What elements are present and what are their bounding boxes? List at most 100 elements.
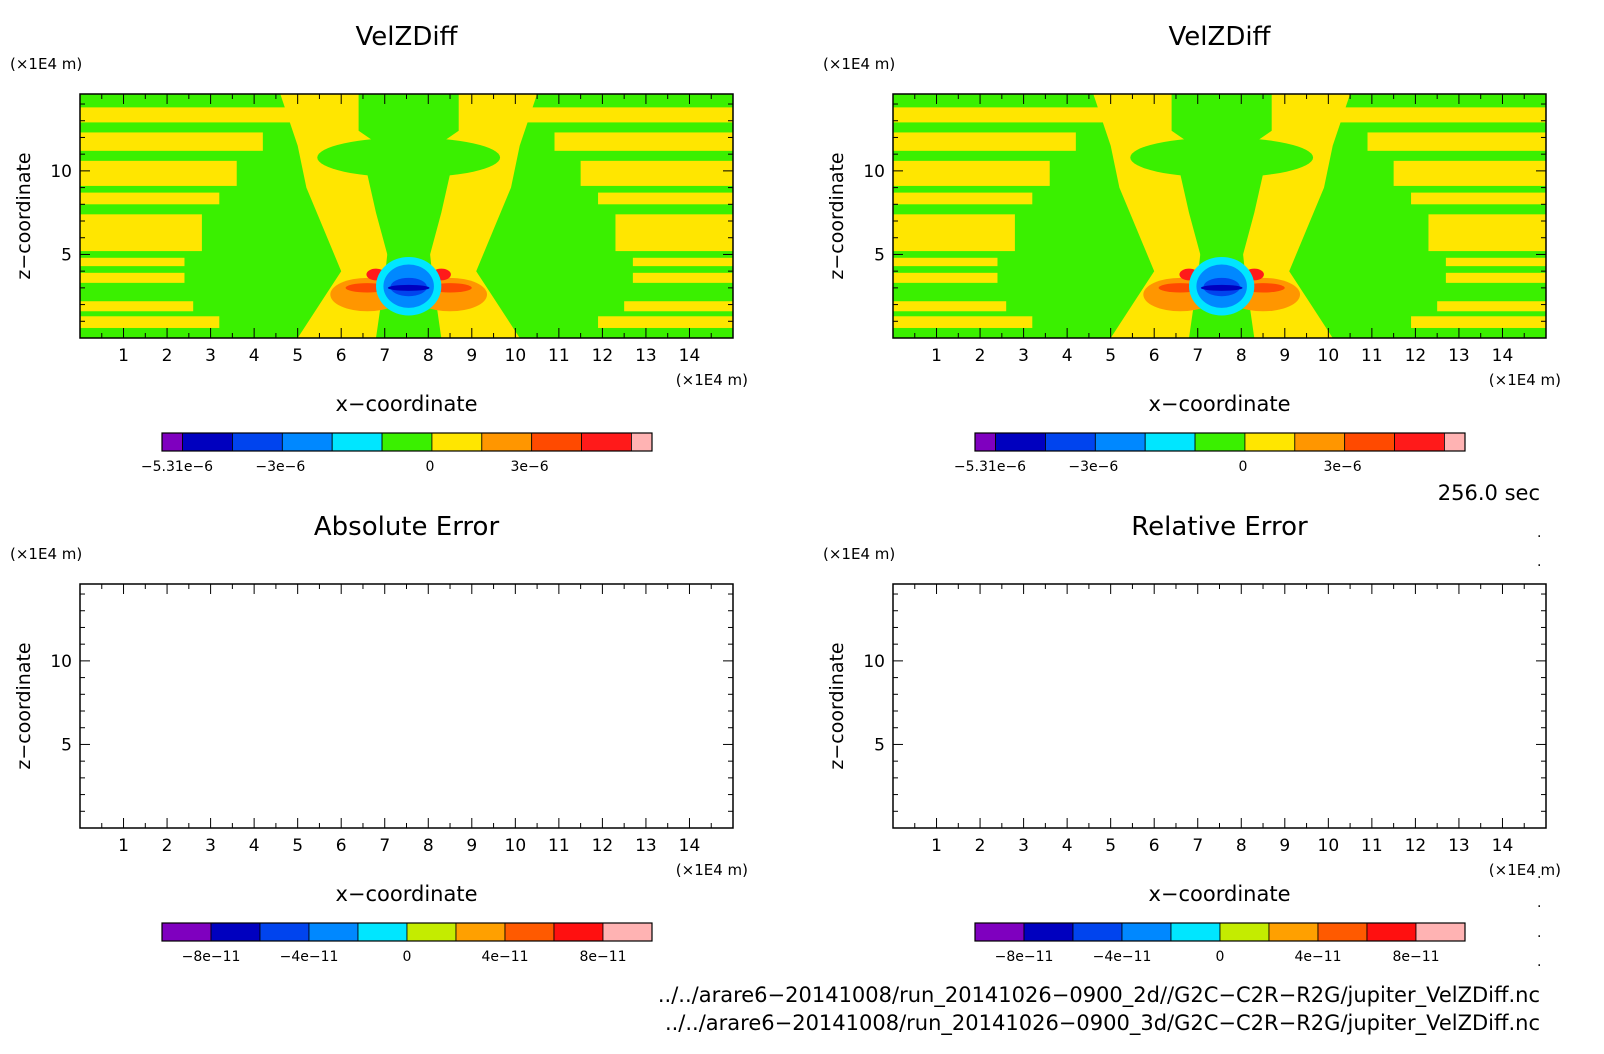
x-tick-label: 10 bbox=[505, 346, 527, 366]
contour-band bbox=[893, 160, 1050, 186]
y-tick-label: 10 bbox=[50, 162, 72, 182]
contour-band bbox=[580, 160, 733, 186]
colorbar-label: −8e−11 bbox=[182, 949, 241, 965]
y-axis-title: z−coordinate bbox=[826, 642, 848, 769]
x-tick-label: 2 bbox=[162, 346, 173, 366]
colorbar-label: 4e−11 bbox=[481, 949, 528, 965]
contour-band bbox=[598, 192, 733, 205]
colorbar-swatch bbox=[281, 432, 333, 452]
colorbar-swatch bbox=[431, 432, 483, 452]
colorbar-swatch bbox=[1194, 432, 1246, 452]
colorbar-label: −3e−6 bbox=[1068, 459, 1118, 475]
contour-band bbox=[1393, 160, 1546, 186]
colorbar-swatch bbox=[1072, 922, 1123, 942]
colorbar-swatch bbox=[481, 432, 533, 452]
x-tick-label: 10 bbox=[1318, 836, 1340, 856]
colorbar-swatch bbox=[1023, 922, 1074, 942]
x-tick-label: 1 bbox=[118, 836, 129, 856]
plot-frame bbox=[892, 583, 1547, 829]
y-tick-label: 5 bbox=[61, 735, 72, 755]
colorbar-label: −4e−11 bbox=[1093, 949, 1152, 965]
colorbar-swatch bbox=[1170, 922, 1221, 942]
y-unit-label: (×1E4 m) bbox=[823, 55, 895, 73]
x-tick-label: 12 bbox=[1405, 346, 1427, 366]
contour-band bbox=[80, 132, 263, 151]
chart-title: Absolute Error bbox=[314, 512, 500, 542]
x-tick-label: 11 bbox=[1361, 836, 1383, 856]
x-tick-label: 9 bbox=[1279, 836, 1290, 856]
x-tick-label: 6 bbox=[336, 346, 347, 366]
colorbar-label: −4e−11 bbox=[280, 949, 339, 965]
x-tick-label: 10 bbox=[1318, 346, 1340, 366]
colorbar-label: 0 bbox=[403, 949, 412, 965]
contour-band bbox=[1445, 272, 1546, 283]
x-tick-label: 10 bbox=[505, 836, 527, 856]
contour-band bbox=[615, 214, 733, 252]
colorbar-label: 8e−11 bbox=[1392, 949, 1439, 965]
contour-band bbox=[893, 192, 1033, 205]
colorbar-swatch bbox=[631, 432, 653, 452]
colorbar-swatch bbox=[1144, 432, 1196, 452]
colorbar-swatch bbox=[1294, 432, 1346, 452]
x-tick-label: 4 bbox=[249, 346, 260, 366]
contour-band bbox=[1437, 301, 1546, 312]
contour-band bbox=[80, 257, 185, 267]
colorbar-label: 0 bbox=[425, 459, 434, 475]
contour-band bbox=[893, 257, 998, 267]
time-label: 256.0 sec bbox=[1438, 481, 1540, 505]
contour-band bbox=[893, 214, 1015, 252]
colorbar-swatch bbox=[1045, 432, 1096, 452]
contour-band bbox=[1411, 316, 1546, 328]
colorbar-frame bbox=[161, 922, 653, 942]
colorbar-swatch bbox=[581, 432, 632, 452]
colorbar-swatch bbox=[974, 922, 1025, 942]
plot-frame bbox=[79, 583, 734, 829]
x-tick-label: 13 bbox=[1448, 836, 1470, 856]
contour-band bbox=[598, 316, 733, 328]
negative-core-min bbox=[1200, 284, 1243, 291]
x-tick-label: 5 bbox=[292, 836, 303, 856]
contour-band bbox=[80, 301, 194, 312]
contour-field bbox=[893, 94, 1546, 338]
x-unit-label: (×1E4 m) bbox=[1489, 861, 1561, 879]
colorbar-swatch bbox=[161, 922, 212, 942]
contour-band bbox=[80, 316, 220, 328]
contour-band bbox=[1428, 214, 1546, 252]
contour-band bbox=[893, 107, 1120, 123]
colorbar-swatch bbox=[1219, 922, 1270, 942]
colorbar-swatch bbox=[161, 432, 183, 452]
chart-title: Relative Error bbox=[1131, 512, 1308, 542]
x-tick-label: 1 bbox=[931, 836, 942, 856]
colorbar-swatch bbox=[455, 922, 506, 942]
x-tick-label: 3 bbox=[205, 346, 216, 366]
x-unit-label: (×1E4 m) bbox=[676, 371, 748, 389]
colorbar-swatch bbox=[1244, 432, 1296, 452]
colorbar-label: 8e−11 bbox=[579, 949, 626, 965]
chart-panel: VelZDiff(×1E4 m)1 2 3 4 5 6 7 8 9 10 11 12 13 14510z−… bbox=[10, 22, 748, 475]
colorbar: −8e−11 −4e−11 0 4e−11 8e−11 bbox=[161, 922, 653, 965]
negative-core-min bbox=[387, 284, 430, 291]
x-tick-label: 1 bbox=[931, 346, 942, 366]
x-axis-title: x−coordinate bbox=[335, 882, 477, 906]
colorbar: −8e−11 −4e−11 0 4e−11 8e−11 bbox=[974, 922, 1466, 965]
colorbar-label: 0 bbox=[1238, 459, 1247, 475]
y-tick-label: 5 bbox=[61, 245, 72, 265]
colorbar-swatch bbox=[259, 922, 310, 942]
colorbar-swatch bbox=[182, 432, 233, 452]
contour-band bbox=[1323, 107, 1546, 123]
y-unit-label: (×1E4 m) bbox=[823, 545, 895, 563]
chart-title: VelZDiff bbox=[356, 22, 459, 52]
x-tick-label: 2 bbox=[162, 836, 173, 856]
y-unit-label: (×1E4 m) bbox=[10, 55, 82, 73]
dot-mark: . bbox=[1537, 895, 1541, 911]
colorbar-swatch bbox=[210, 922, 261, 942]
colorbar-label: 0 bbox=[1216, 949, 1225, 965]
file-path-2d: ../../arare6−20141008/run_20141026−0900_… bbox=[658, 983, 1540, 1008]
x-tick-label: 13 bbox=[1448, 346, 1470, 366]
contour-band bbox=[554, 132, 733, 151]
contour-band bbox=[1411, 192, 1546, 205]
x-tick-label: 14 bbox=[679, 346, 701, 366]
colorbar-swatch bbox=[1268, 922, 1319, 942]
x-tick-label: 8 bbox=[1236, 836, 1247, 856]
y-tick-label: 10 bbox=[863, 162, 885, 182]
